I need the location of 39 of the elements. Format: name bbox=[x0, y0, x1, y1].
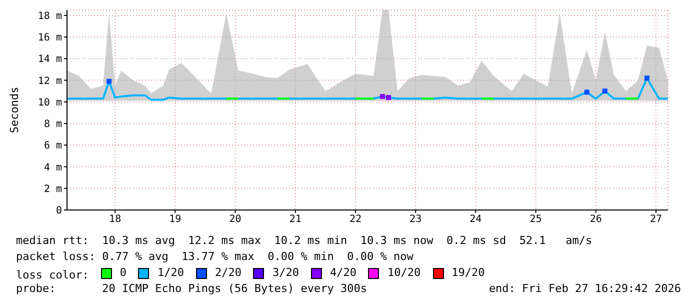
text: probe: 20 ICMP Echo Pings (56 Bytes) every 300s bbox=[16, 282, 367, 295]
point bbox=[380, 94, 386, 99]
point bbox=[602, 88, 608, 94]
point bbox=[106, 78, 112, 84]
y-axis-title: Seconds bbox=[8, 86, 21, 134]
point bbox=[386, 95, 392, 100]
x-tick-label: 21 bbox=[289, 214, 302, 226]
y-tick-label: 2 m bbox=[44, 184, 62, 195]
y-tick-label: 12 m bbox=[38, 76, 62, 87]
y-tick-label: 0 bbox=[56, 206, 62, 217]
y-tick-label: 16 m bbox=[38, 32, 62, 44]
x-tick-label: 22 bbox=[349, 214, 362, 226]
y-tick-label: 6 m bbox=[44, 140, 62, 152]
text: end: Fri Feb 27 16:29:42 2026 bbox=[488, 281, 681, 297]
legend-label: 3/20 bbox=[272, 265, 299, 281]
point bbox=[584, 90, 590, 95]
y-tick-label: 18 m bbox=[38, 10, 62, 22]
legend-label: 10/20 bbox=[387, 265, 421, 281]
x-tick-label: 18 bbox=[109, 214, 122, 226]
legend-label: 1/20 bbox=[157, 265, 184, 281]
legend-label: 2/20 bbox=[214, 265, 242, 281]
x-tick-label: 19 bbox=[169, 214, 182, 226]
y-tick-label: 4 m bbox=[44, 162, 62, 174]
x-tick-label: 24 bbox=[470, 214, 482, 226]
legend-label: 19/20 bbox=[452, 265, 485, 281]
text: packet loss: 0.77 % avg 13.77 % max 0.00 % min 0.00 % now bbox=[16, 249, 414, 265]
point bbox=[644, 76, 650, 81]
y-tick-label: 8 m bbox=[44, 119, 62, 130]
y-tick-label: 14 m bbox=[38, 54, 62, 66]
x-tick-label: 26 bbox=[590, 214, 602, 226]
legend-title: loss color: bbox=[16, 268, 89, 282]
text: median rtt: 10.3 ms avg 12.2 ms max 10.2 ms min 10.3 ms now 0.2 ms sd 52.1 am/s bbox=[16, 233, 594, 249]
x-tick-label: 20 bbox=[229, 214, 242, 226]
legend-label: 0 bbox=[120, 265, 126, 281]
legend-label: 4/20 bbox=[330, 265, 356, 281]
x-tick-label: 23 bbox=[410, 214, 422, 226]
x-tick-label: 27 bbox=[650, 214, 662, 226]
y-tick-label: 10 m bbox=[38, 97, 62, 108]
x-tick-label: 25 bbox=[530, 214, 542, 226]
